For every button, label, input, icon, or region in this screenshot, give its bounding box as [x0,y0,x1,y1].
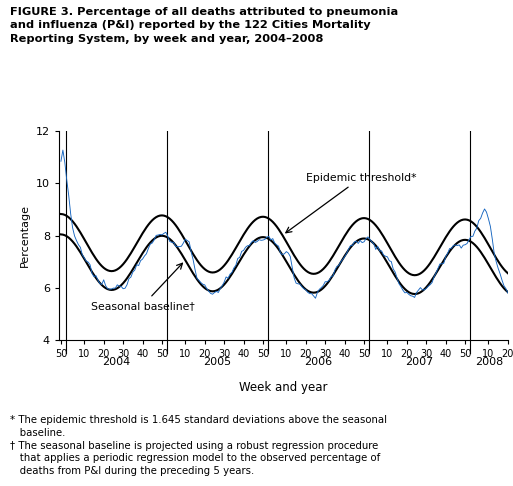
Text: 2005: 2005 [203,357,231,367]
Text: Epidemic threshold*: Epidemic threshold* [286,173,416,233]
Text: 2007: 2007 [405,357,433,367]
Text: 2008: 2008 [475,357,504,367]
Text: 2004: 2004 [102,357,130,367]
Text: * The epidemic threshold is 1.645 standard deviations above the seasonal
   base: * The epidemic threshold is 1.645 standa… [10,415,387,476]
Text: Seasonal baseline†: Seasonal baseline† [91,263,194,311]
Text: FIGURE 3. Percentage of all deaths attributed to pneumonia
and influenza (P&I) r: FIGURE 3. Percentage of all deaths attri… [10,7,399,44]
Text: Week and year: Week and year [239,381,328,394]
Y-axis label: Percentage: Percentage [21,204,30,267]
Text: 2006: 2006 [304,357,332,367]
